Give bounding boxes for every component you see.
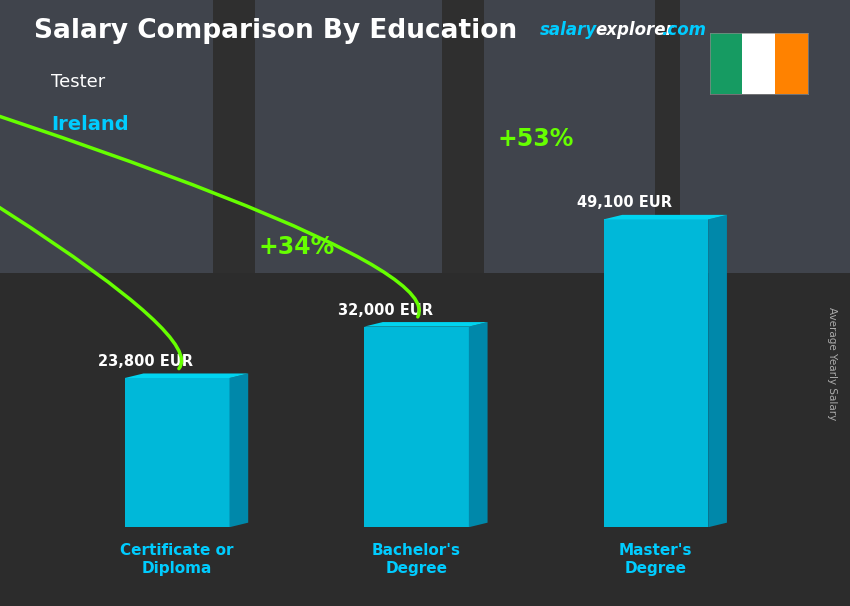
Text: explorer: explorer — [595, 21, 674, 39]
Bar — [364, 327, 469, 527]
Bar — [0, 0, 212, 273]
Text: .com: .com — [661, 21, 706, 39]
Bar — [654, 0, 680, 273]
Bar — [775, 33, 808, 94]
Text: Average Yearly Salary: Average Yearly Salary — [827, 307, 837, 420]
Text: Tester: Tester — [51, 73, 105, 91]
Bar — [484, 0, 654, 273]
Bar — [680, 0, 850, 273]
Text: Certificate or
Diploma: Certificate or Diploma — [121, 544, 234, 576]
Text: salary: salary — [540, 21, 597, 39]
Bar — [710, 33, 742, 94]
Bar — [604, 219, 708, 527]
Polygon shape — [230, 373, 248, 527]
Text: 32,000 EUR: 32,000 EUR — [337, 302, 433, 318]
Polygon shape — [125, 373, 248, 378]
Bar — [212, 0, 255, 273]
Text: Ireland: Ireland — [51, 115, 128, 134]
Text: Master's
Degree: Master's Degree — [619, 544, 693, 576]
Bar — [255, 0, 442, 273]
Bar — [442, 0, 484, 273]
Bar — [742, 33, 775, 94]
Bar — [125, 378, 230, 527]
Polygon shape — [708, 215, 727, 527]
Text: Salary Comparison By Education: Salary Comparison By Education — [34, 18, 517, 44]
Bar — [0, 273, 850, 606]
Text: 49,100 EUR: 49,100 EUR — [577, 195, 672, 210]
Polygon shape — [604, 215, 727, 219]
Text: +34%: +34% — [258, 235, 335, 259]
Text: +53%: +53% — [498, 127, 575, 152]
Polygon shape — [469, 322, 488, 527]
Polygon shape — [364, 322, 488, 327]
Text: Bachelor's
Degree: Bachelor's Degree — [372, 544, 461, 576]
Text: 23,800 EUR: 23,800 EUR — [99, 354, 193, 369]
